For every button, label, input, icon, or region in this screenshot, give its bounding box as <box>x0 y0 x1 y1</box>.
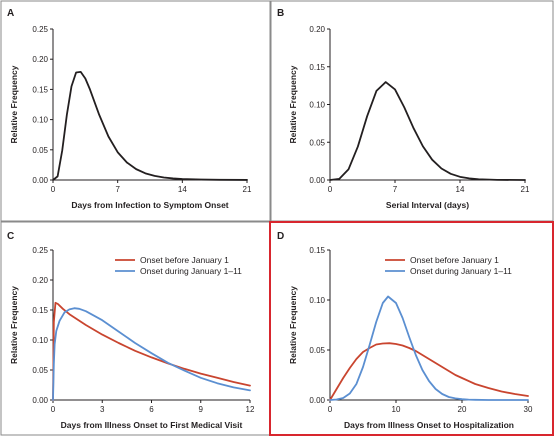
panel-c-letter: C <box>7 231 14 242</box>
panel-a-x-tick-label: 21 <box>243 185 252 194</box>
panel-a-frame <box>0 0 271 222</box>
panel-b-y-tick-label: 0.05 <box>309 138 325 147</box>
panel-c-x-tick-label: 12 <box>246 405 255 414</box>
panel-plots: A 0.00 0.05 0.10 0.15 0.20 0.25 0 7 14 21 Days from… <box>7 8 533 430</box>
panel-b-y-tick-label: 0.15 <box>309 63 325 72</box>
panel-a-y-tick-label: 0.10 <box>32 116 48 125</box>
panel-b-x-axis-title: Serial Interval (days) <box>386 200 469 210</box>
panel-b-frame <box>270 0 554 222</box>
panel-c-y-tick-label: 0.20 <box>32 276 48 285</box>
panel-a-x-tick-label: 14 <box>178 185 187 194</box>
legend-label: Onset before January 1 <box>140 255 229 265</box>
panel-a-x-axis-title: Days from Infection to Symptom Onset <box>71 200 228 210</box>
panel-a-y-tick-label: 0.05 <box>32 146 48 155</box>
panel-a-y-tick-label: 0.15 <box>32 85 48 94</box>
panel-a-y-tick-label: 0.25 <box>32 25 48 34</box>
panel-d-letter: D <box>277 231 284 242</box>
panel-b-y-tick-label: 0.00 <box>309 176 325 185</box>
panel-c-series-line-1 <box>52 301 251 401</box>
panel-a-x-tick-label: 7 <box>115 185 120 194</box>
panel-d-x-axis-title: Days from Illness Onset to Hospitalizati… <box>344 420 514 430</box>
panel-d-y-tick-label: 0.10 <box>309 296 325 305</box>
panel-c-x-tick-label: 0 <box>51 405 56 414</box>
panel-c-y-tick-label: 0.00 <box>32 396 48 405</box>
panel-c-series-line-2 <box>52 307 251 401</box>
panel-b-y-tick-label: 0.10 <box>309 101 325 110</box>
legend-label: Onset during January 1–11 <box>410 266 512 276</box>
panel-d-series-line-1 <box>329 342 529 401</box>
legend-label: Onset during January 1–11 <box>140 266 242 276</box>
panel-a-y-tick-label: 0.20 <box>32 55 48 64</box>
panel-b-x-tick-label: 14 <box>456 185 465 194</box>
legend-label: Onset before January 1 <box>410 255 499 265</box>
panel-c-y-axis-title: Relative Frequency <box>9 286 19 364</box>
panel-d-x-tick-label: 30 <box>524 405 533 414</box>
panel-b-letter: B <box>277 8 284 19</box>
panel-d-x-tick-label: 0 <box>328 405 333 414</box>
panel-b-x-tick-label: 21 <box>521 185 530 194</box>
panel-d: D 0.00 0.05 0.10 0.15 0 10 20 30 Days from Illnes… <box>277 231 533 430</box>
panel-d-y-tick-label: 0.00 <box>309 396 325 405</box>
panel-d-series-line-2 <box>329 295 529 401</box>
panel-b-series-line-1 <box>329 81 526 181</box>
panel-b-x-tick-label: 0 <box>328 185 333 194</box>
panel-a-y-axis-title: Relative Frequency <box>9 65 19 143</box>
panel-b: B 0.00 0.05 0.10 0.15 0.20 0 7 14 21 Serial Interv… <box>277 8 530 210</box>
panel-b-y-axis-title: Relative Frequency <box>288 65 298 143</box>
panel-c-y-tick-label: 0.05 <box>32 366 48 375</box>
panel-b-y-tick-label: 0.20 <box>309 25 325 34</box>
panel-a-letter: A <box>7 8 14 19</box>
panel-c-x-tick-label: 6 <box>149 405 154 414</box>
panel-b-x-tick-label: 7 <box>393 185 398 194</box>
panel-a-x-tick-label: 0 <box>51 185 56 194</box>
panel-d-x-tick-label: 20 <box>458 405 467 414</box>
panel-d-y-axis-title: Relative Frequency <box>288 286 298 364</box>
panel-c-y-tick-label: 0.25 <box>32 246 48 255</box>
panel-c-x-tick-label: 3 <box>100 405 105 414</box>
panel-c-y-tick-label: 0.15 <box>32 306 48 315</box>
panel-a-y-tick-label: 0.00 <box>32 176 48 185</box>
panel-c-x-tick-label: 9 <box>199 405 204 414</box>
panel-a: A 0.00 0.05 0.10 0.15 0.20 0.25 0 7 14 21 Days from… <box>7 8 252 210</box>
panel-c-x-axis-title: Days from Illness Onset to First Medical… <box>61 420 243 430</box>
panel-d-y-tick-label: 0.15 <box>309 246 325 255</box>
panel-d-y-tick-label: 0.05 <box>309 346 325 355</box>
panel-a-series-line-1 <box>52 70 248 181</box>
panel-d-frame <box>269 221 554 436</box>
panel-c-y-tick-label: 0.10 <box>32 336 48 345</box>
panel-d-x-tick-label: 10 <box>392 405 401 414</box>
